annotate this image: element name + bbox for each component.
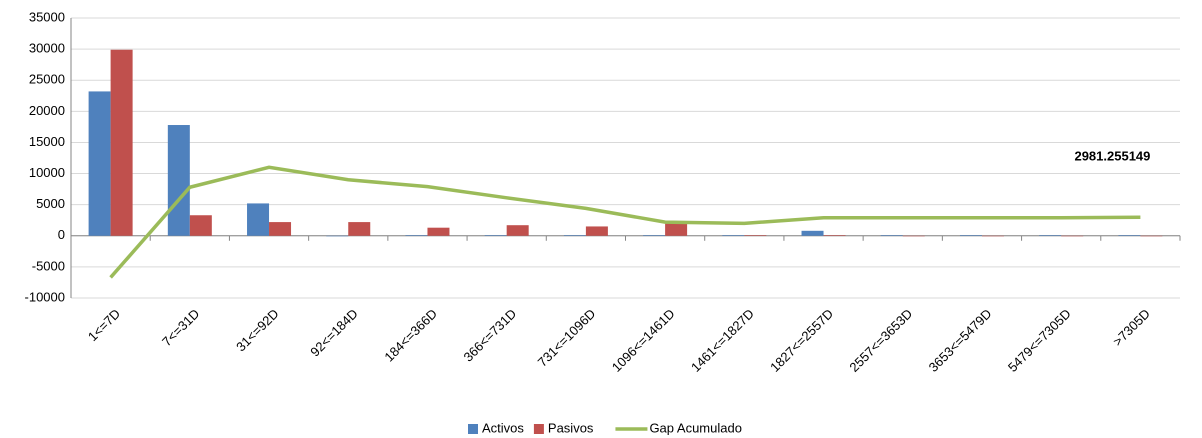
y-tick-label: -5000 bbox=[32, 258, 65, 273]
bar bbox=[167, 125, 190, 236]
x-tick-label: 31<=92D bbox=[233, 306, 281, 354]
bar bbox=[427, 227, 450, 236]
bar bbox=[643, 235, 666, 236]
x-tick-label: 1827<=2557D bbox=[767, 306, 836, 375]
x-tick-label: 1<=7D bbox=[85, 306, 123, 344]
legend-swatch bbox=[468, 424, 478, 434]
x-tick-label: 1461<=1827D bbox=[688, 306, 757, 375]
bar bbox=[665, 223, 688, 236]
bar bbox=[88, 91, 111, 236]
x-tick-label: >7305D bbox=[1110, 306, 1153, 349]
bar bbox=[981, 235, 1004, 237]
y-tick-label: 25000 bbox=[29, 72, 65, 87]
y-tick-label: 15000 bbox=[29, 134, 65, 149]
legend-label: Pasivos bbox=[548, 420, 594, 435]
x-tick-label: 731<=1096D bbox=[535, 306, 599, 370]
bar bbox=[722, 235, 745, 236]
bar bbox=[110, 49, 133, 236]
bar bbox=[189, 215, 212, 236]
x-tick-label: 5479<=7305D bbox=[1005, 306, 1074, 375]
x-tick-label: 7<=31D bbox=[159, 306, 202, 349]
y-tick-label: 35000 bbox=[29, 9, 65, 24]
x-tick-label: 92<=184D bbox=[307, 306, 361, 360]
y-tick-label: 30000 bbox=[29, 41, 65, 56]
x-tick-label: 184<=366D bbox=[381, 306, 440, 365]
x-tick-label: 3653<=5479D bbox=[926, 306, 995, 375]
bar bbox=[405, 235, 428, 236]
x-tick-label: 1096<=1461D bbox=[609, 306, 678, 375]
line bbox=[109, 165, 1141, 279]
bar bbox=[801, 230, 824, 236]
bar bbox=[902, 235, 925, 237]
bar bbox=[563, 235, 586, 236]
bar bbox=[744, 235, 767, 236]
y-tick-label: 0 bbox=[58, 227, 65, 242]
x-tick-label: 2557<=3653D bbox=[846, 306, 915, 375]
legend-swatch bbox=[533, 424, 544, 434]
bar bbox=[823, 235, 846, 236]
bar bbox=[1140, 235, 1163, 237]
y-tick-label: 10000 bbox=[29, 165, 65, 180]
bar bbox=[247, 203, 270, 236]
bar bbox=[484, 235, 507, 236]
bar bbox=[959, 235, 982, 236]
bar bbox=[1039, 235, 1062, 236]
y-tick-label: 5000 bbox=[36, 196, 65, 211]
y-tick-label: -10000 bbox=[25, 289, 65, 304]
legend-label: Activos bbox=[482, 420, 524, 435]
bar bbox=[585, 226, 608, 236]
x-tick-label: 366<=731D bbox=[461, 306, 520, 365]
legend-label: Gap Acumulado bbox=[649, 420, 742, 435]
bar bbox=[1118, 235, 1141, 236]
bar bbox=[506, 225, 529, 236]
bar bbox=[348, 222, 371, 236]
bar bbox=[269, 222, 292, 236]
bar bbox=[1061, 235, 1084, 237]
data-label: 2981.255149 bbox=[1074, 149, 1150, 164]
y-tick-label: 20000 bbox=[29, 103, 65, 118]
bar bbox=[326, 235, 349, 237]
bar bbox=[880, 235, 903, 236]
